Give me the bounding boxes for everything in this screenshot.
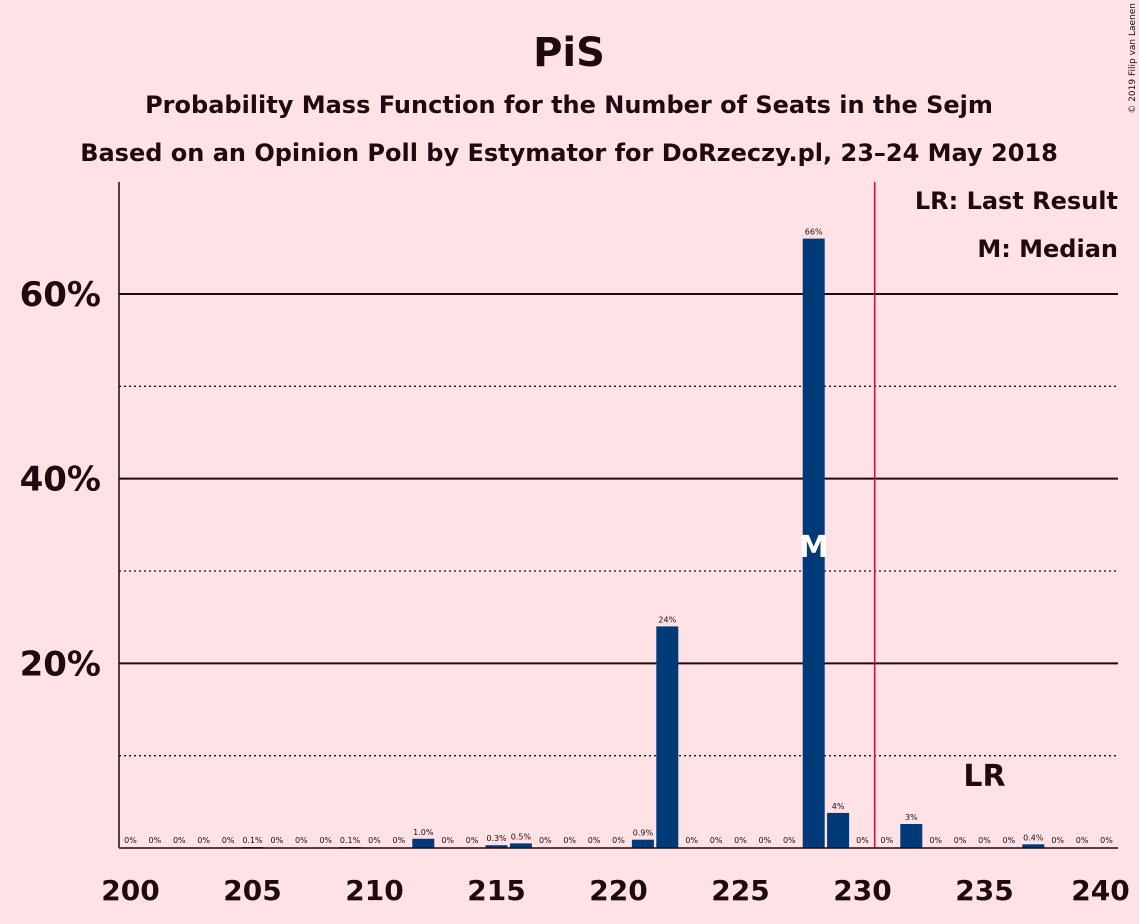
- y-tick-label: 60%: [20, 275, 101, 315]
- bar-222: [656, 626, 679, 848]
- bar-label-237: 0.4%: [1023, 833, 1044, 842]
- bar-label-219: 0%: [588, 836, 601, 845]
- bar-label-216: 0.5%: [511, 832, 532, 841]
- bar-label-233: 0%: [929, 836, 942, 845]
- x-tick-label: 240: [1071, 874, 1129, 907]
- bar-label-201: 0%: [149, 836, 162, 845]
- bar-label-220: 0%: [612, 836, 625, 845]
- bar-229: [827, 812, 850, 848]
- bar-label-232: 3%: [905, 813, 918, 822]
- bar-label-235: 0%: [978, 836, 991, 845]
- bar-label-202: 0%: [173, 836, 186, 845]
- bar-label-231: 0%: [881, 836, 894, 845]
- x-tick-label: 225: [711, 874, 769, 907]
- legend-median: M: Median: [977, 235, 1118, 263]
- x-tick-label: 235: [955, 874, 1013, 907]
- bar-label-225: 0%: [734, 836, 747, 845]
- bar-label-223: 0%: [685, 836, 698, 845]
- bar-label-200: 0%: [124, 836, 137, 845]
- x-tick-label: 210: [345, 874, 403, 907]
- bar-212: [412, 838, 435, 848]
- bar-label-229: 4%: [832, 802, 845, 811]
- bar-label-209: 0.1%: [340, 836, 361, 845]
- gridlines: [119, 293, 1118, 757]
- bar-228: [802, 238, 825, 849]
- bar-label-239: 0%: [1076, 836, 1089, 845]
- chart-source: Based on an Opinion Poll by Estymator fo…: [80, 139, 1058, 167]
- bar-labels: 0% 0% 0% 0% 0% 0.1% 0% 0% 0% 0.1% 0% 0% 1.0% 0% 0% 0.3%…: [124, 228, 1113, 845]
- last-result-marker: LR: [963, 759, 1005, 794]
- y-tick-label: 20%: [20, 644, 101, 684]
- x-tick-label: 215: [467, 874, 525, 907]
- bars: [241, 238, 1045, 849]
- bar-label-221: 0.9%: [633, 829, 654, 838]
- bar-215: [485, 845, 508, 848]
- bar-221: [631, 839, 654, 848]
- bar-label-213: 0%: [441, 836, 454, 845]
- bar-label-240: 0%: [1100, 836, 1113, 845]
- bar-label-236: 0%: [1003, 836, 1016, 845]
- bar-label-204: 0%: [222, 836, 235, 845]
- median-marker: M: [799, 530, 829, 565]
- bar-label-234: 0%: [954, 836, 967, 845]
- legend-last-result: LR: Last Result: [915, 187, 1118, 215]
- bar-label-217: 0%: [539, 836, 552, 845]
- bar-label-230: 0%: [856, 836, 869, 845]
- bar-label-207: 0%: [295, 836, 308, 845]
- bar-label-211: 0%: [393, 836, 406, 845]
- bar-label-227: 0%: [783, 836, 796, 845]
- chart-title: PiS: [533, 30, 605, 76]
- bar-label-238: 0%: [1051, 836, 1064, 845]
- x-tick-label: 220: [589, 874, 647, 907]
- bar-label-215: 0.3%: [486, 834, 507, 843]
- bar-label-222: 24%: [658, 615, 676, 624]
- bar-label-226: 0%: [759, 836, 772, 845]
- bar-label-212: 1.0%: [413, 828, 434, 837]
- chart-subtitle: Probability Mass Function for the Number…: [145, 91, 993, 119]
- bar-label-203: 0%: [197, 836, 210, 845]
- copyright-note: © 2019 Filip van Laenen: [1128, 3, 1138, 114]
- bar-label-208: 0%: [319, 836, 332, 845]
- bar-label-214: 0%: [466, 836, 479, 845]
- bar-label-218: 0%: [563, 836, 576, 845]
- y-tick-label: 40%: [20, 460, 101, 500]
- x-tick-label: 200: [101, 874, 159, 907]
- bar-237: [1022, 844, 1045, 848]
- x-tick-label: 230: [833, 874, 891, 907]
- axes: 20% 40% 60% LR M 200 205 210 215 220 225 230 235 240: [20, 182, 1130, 907]
- bar-216: [509, 843, 532, 848]
- bar-label-206: 0%: [271, 836, 284, 845]
- x-tick-label: 205: [223, 874, 281, 907]
- bar-label-228: 66%: [805, 228, 823, 237]
- bar-232: [900, 823, 923, 848]
- bar-label-224: 0%: [710, 836, 723, 845]
- bar-label-210: 0%: [368, 836, 381, 845]
- bar-label-205: 0.1%: [242, 836, 263, 845]
